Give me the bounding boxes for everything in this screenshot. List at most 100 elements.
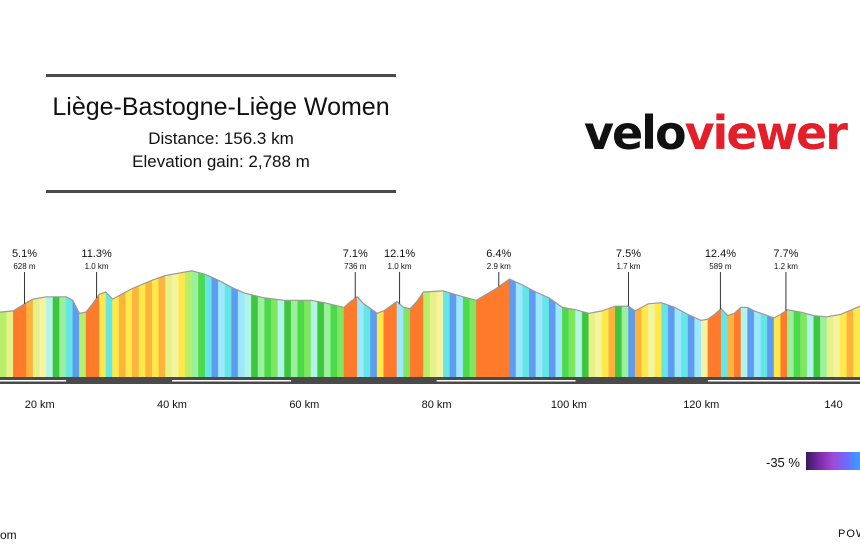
profile-segment bbox=[52, 296, 60, 378]
header-top-rule bbox=[46, 74, 396, 77]
profile-segment bbox=[370, 308, 378, 378]
profile-segment bbox=[707, 314, 715, 378]
profile-segment bbox=[165, 274, 173, 378]
header-bottom-rule bbox=[46, 190, 396, 193]
profile-segment bbox=[317, 301, 325, 378]
profile-segment bbox=[734, 306, 742, 378]
climb-length-label: 1.2 km bbox=[774, 262, 798, 271]
profile-segment bbox=[648, 303, 656, 378]
profile-segment bbox=[787, 309, 795, 378]
climb-grade-label: 12.1% bbox=[384, 248, 415, 260]
profile-segment bbox=[443, 290, 451, 378]
profile-segment bbox=[529, 288, 537, 378]
profile-segment bbox=[6, 310, 14, 378]
profile-segment bbox=[251, 294, 259, 378]
profile-segment bbox=[145, 279, 153, 378]
profile-segment bbox=[409, 300, 417, 378]
profile-segment bbox=[26, 298, 34, 378]
profile-segment bbox=[39, 296, 47, 378]
profile-segment bbox=[548, 297, 556, 378]
profile-segment bbox=[363, 303, 371, 378]
profile-segment bbox=[727, 312, 735, 378]
road-stripe bbox=[0, 380, 67, 382]
profile-outline bbox=[0, 270, 860, 322]
profile-segment bbox=[423, 291, 431, 378]
profile-segment bbox=[224, 283, 232, 378]
profile-segment bbox=[793, 310, 801, 378]
profile-segment bbox=[720, 308, 728, 378]
profile-segment bbox=[813, 315, 821, 378]
profile-segment bbox=[535, 291, 543, 378]
profile-segment bbox=[839, 311, 847, 378]
profile-segment bbox=[112, 295, 120, 378]
climb-grade-label: 6.4% bbox=[486, 248, 511, 260]
climb-length-label: 1.0 km bbox=[388, 262, 412, 271]
profile-segment bbox=[687, 314, 695, 378]
climb-grade-label: 7.5% bbox=[616, 248, 641, 260]
profile-segment bbox=[753, 310, 761, 378]
profile-segment bbox=[350, 296, 358, 378]
profile-segment bbox=[740, 307, 748, 378]
climb-length-label: 2.9 km bbox=[487, 262, 511, 271]
veloviewer-logo: veloviewer bbox=[584, 106, 848, 160]
profile-segment bbox=[601, 308, 609, 378]
climb-length-label: 589 m bbox=[709, 262, 732, 271]
climb-length-label: 628 m bbox=[13, 262, 36, 271]
profile-segment bbox=[588, 311, 596, 378]
profile-segment bbox=[277, 299, 285, 378]
x-tick-label: 80 km bbox=[422, 399, 452, 411]
profile-segment bbox=[271, 298, 279, 378]
profile-segment bbox=[489, 288, 497, 378]
profile-segment bbox=[469, 298, 477, 378]
profile-segment bbox=[800, 311, 808, 378]
profile-segment bbox=[337, 305, 345, 378]
profile-segment bbox=[390, 301, 398, 378]
profile-segment bbox=[701, 318, 709, 378]
profile-segment bbox=[555, 302, 563, 378]
profile-segment bbox=[833, 314, 841, 378]
profile-segment bbox=[608, 305, 616, 378]
climb-grade-label: 12.4% bbox=[705, 248, 736, 260]
climb-length-label: 736 m bbox=[344, 262, 367, 271]
profile-segment bbox=[806, 313, 814, 378]
road-stripe bbox=[172, 380, 292, 382]
profile-segment bbox=[218, 279, 226, 378]
profile-segment bbox=[681, 310, 689, 378]
profile-segment bbox=[495, 283, 503, 378]
profile-segment bbox=[330, 303, 338, 378]
profile-segment bbox=[304, 300, 312, 378]
profile-segment bbox=[767, 315, 775, 378]
profile-segment bbox=[13, 306, 21, 378]
profile-segment bbox=[641, 303, 649, 378]
profile-segment bbox=[79, 311, 87, 378]
profile-segment bbox=[92, 293, 100, 378]
profile-segment bbox=[482, 292, 490, 378]
profile-segment bbox=[714, 308, 722, 378]
profile-segment bbox=[105, 291, 113, 378]
profile-segment bbox=[780, 309, 788, 378]
profile-segment bbox=[231, 287, 239, 378]
profile-segment bbox=[185, 270, 193, 378]
profile-segment bbox=[138, 282, 146, 378]
climb-grade-label: 11.3% bbox=[81, 248, 112, 260]
profile-segment bbox=[244, 292, 252, 378]
profile-segment bbox=[628, 305, 636, 378]
profile-segment bbox=[297, 300, 305, 378]
elevation-gain-text: Elevation gain: 2,788 m bbox=[132, 152, 310, 171]
gradient-legend-label: -35 % bbox=[766, 455, 800, 470]
profile-segment bbox=[456, 294, 464, 378]
profile-segment bbox=[204, 274, 212, 378]
profile-segment bbox=[773, 314, 781, 378]
profile-segment bbox=[284, 300, 292, 378]
profile-segment bbox=[515, 281, 523, 378]
profile-segment bbox=[462, 296, 470, 378]
profile-segment bbox=[476, 296, 484, 378]
elevation-profile-chart: 20 km 40 km 60 km 80 km 100 km 120 km 140 5.1% 6… bbox=[0, 248, 860, 411]
logo-velo-text: velo bbox=[584, 106, 687, 160]
profile-segment bbox=[191, 270, 199, 378]
footer-right-text: POW bbox=[838, 528, 860, 540]
profile-segment bbox=[151, 277, 159, 378]
profile-segment bbox=[396, 301, 404, 378]
profile-segment bbox=[403, 307, 411, 378]
profile-segment bbox=[99, 291, 107, 378]
